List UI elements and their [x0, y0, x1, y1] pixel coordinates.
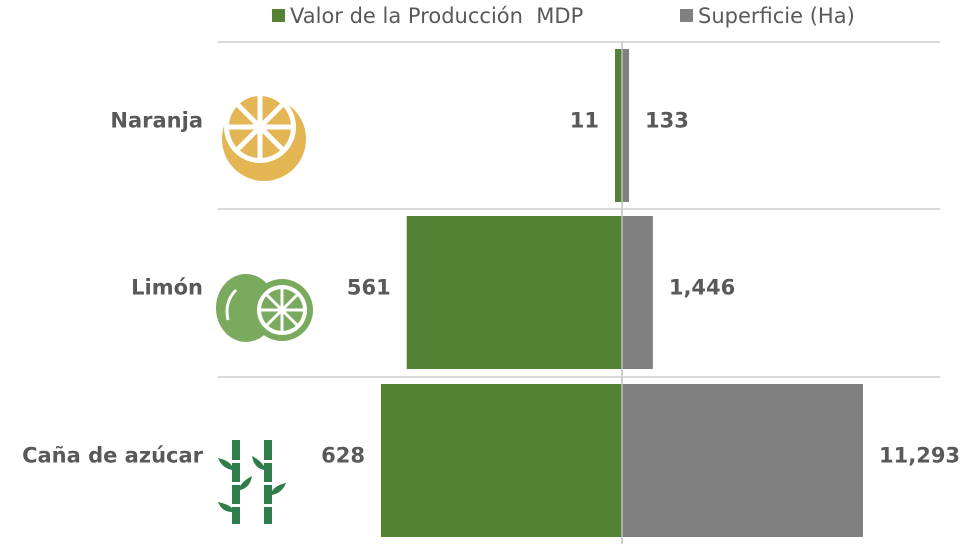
category-label: Caña de azúcar: [22, 444, 204, 468]
orange-icon: [222, 91, 306, 181]
value-label: 133: [645, 109, 689, 133]
legend-swatch: [680, 9, 693, 22]
lime-icon: [216, 274, 313, 342]
legend-swatch: [272, 9, 285, 22]
legend-label: Valor de la Producción MDP: [290, 4, 583, 28]
value-label: 561: [347, 276, 391, 300]
category-label: Limón: [131, 276, 203, 300]
value-label: 11,293: [879, 444, 960, 468]
value-label: 1,446: [669, 276, 735, 300]
bar: [622, 384, 863, 537]
value-label: 11: [570, 109, 599, 133]
sugarcane-icon: [218, 440, 286, 524]
bar: [615, 49, 622, 202]
value-label: 628: [321, 444, 365, 468]
bar: [622, 216, 653, 369]
legend-label: Superficie (Ha): [698, 4, 855, 28]
bar: [622, 49, 629, 202]
bar: [406, 216, 622, 369]
category-label: Naranja: [110, 109, 203, 133]
bar: [381, 384, 622, 537]
